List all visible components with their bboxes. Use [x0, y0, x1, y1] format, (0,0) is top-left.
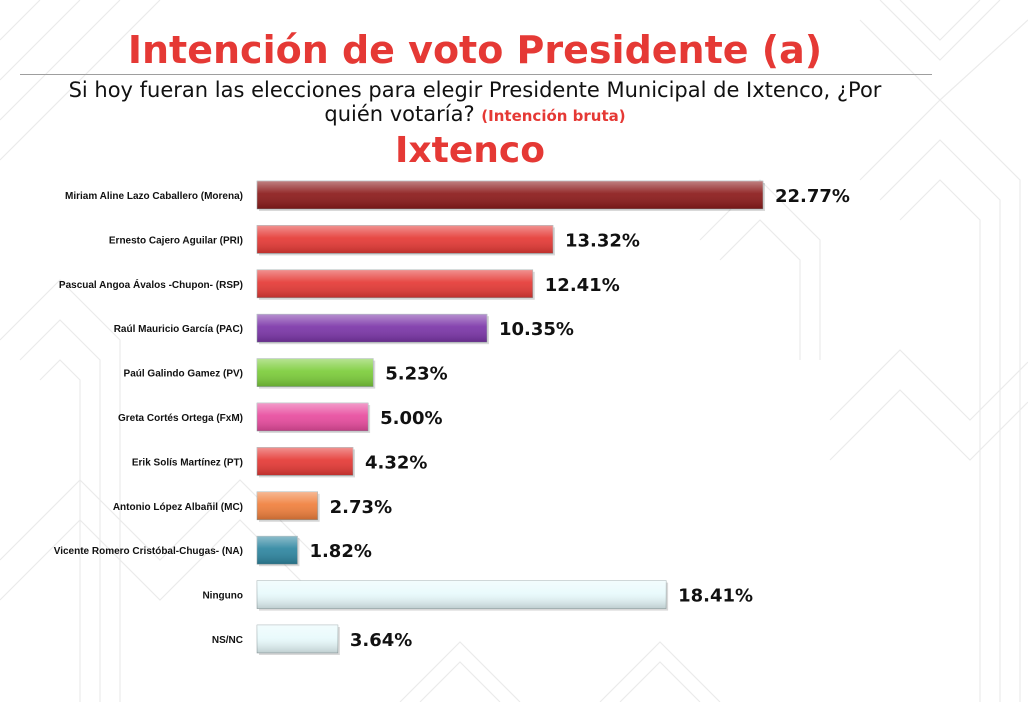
bar-gloss	[257, 447, 353, 476]
category-label: Ninguno	[202, 591, 243, 602]
value-label: 22.77%	[775, 186, 850, 207]
question-note: (Intención bruta)	[481, 107, 626, 125]
bar-row: Vicente Romero Cristóbal-Chugas- (NA) 1.8…	[54, 535, 372, 567]
bar-gloss	[257, 225, 553, 254]
bar-gloss	[257, 625, 338, 653]
value-label: 12.41%	[545, 275, 620, 296]
bar-gloss	[257, 491, 318, 520]
bar-row: NS/NC 3.64%	[212, 624, 412, 655]
bar-row: Miriam Aline Lazo Caballero (Morena) 22.7…	[65, 180, 850, 211]
bar-row: Paúl Galindo Gamez (PV) 5.23%	[124, 358, 448, 389]
category-label: Paúl Galindo Gamez (PV)	[124, 369, 243, 380]
category-label: Pascual Angoa Ávalos -Chupon- (RSP)	[59, 278, 243, 291]
category-label: Erik Solís Martínez (PT)	[132, 457, 243, 468]
bar-row: Ninguno 18.41%	[202, 580, 753, 611]
value-label: 1.82%	[309, 541, 371, 562]
value-label: 18.41%	[678, 586, 753, 607]
value-label: 4.32%	[365, 452, 427, 473]
category-label: Greta Cortés Ortega (FxM)	[118, 413, 243, 424]
value-label: 13.32%	[565, 230, 640, 251]
bar-row: Erik Solís Martínez (PT) 4.32%	[132, 447, 427, 478]
title-divider	[20, 74, 932, 75]
value-label: 5.00%	[380, 408, 442, 429]
value-label: 2.73%	[330, 497, 392, 518]
value-label: 10.35%	[499, 319, 574, 340]
bar-row: Pascual Angoa Ávalos -Chupon- (RSP) 12.41…	[59, 269, 620, 300]
bar-gloss	[257, 358, 374, 387]
category-label: Vicente Romero Cristóbal-Chugas- (NA)	[54, 546, 243, 557]
category-label: Ernesto Cajero Aguilar (PRI)	[109, 235, 243, 246]
bar-gloss	[257, 269, 533, 298]
survey-question-text: Si hoy fueran las elecciones para elegir…	[68, 78, 882, 126]
bar-row: Raúl Mauricio García (PAC) 10.35%	[114, 313, 574, 345]
category-label: Antonio López Albañil (MC)	[113, 502, 243, 513]
category-label: NS/NC	[212, 635, 243, 646]
chart-subtitle: Ixtenco	[395, 130, 545, 171]
bar-gloss	[257, 536, 298, 565]
bar-row: Ernesto Cajero Aguilar (PRI) 13.32%	[109, 225, 640, 256]
chart-title: Intención de voto Presidente (a)	[127, 28, 823, 72]
value-label: 3.64%	[350, 630, 412, 651]
bar-row: Antonio López Albañil (MC) 2.73%	[113, 491, 392, 522]
bar-gloss	[257, 181, 763, 209]
bar-gloss	[257, 403, 369, 431]
survey-question: Si hoy fueran las elecciones para elegir…	[40, 78, 910, 128]
category-label: Miriam Aline Lazo Caballero (Morena)	[65, 191, 243, 202]
bar-gloss	[257, 314, 487, 343]
category-label: Raúl Mauricio García (PAC)	[114, 324, 243, 335]
bar-gloss	[257, 580, 667, 609]
bar-row: Greta Cortés Ortega (FxM) 5.00%	[118, 402, 443, 433]
value-label: 5.23%	[385, 364, 447, 385]
